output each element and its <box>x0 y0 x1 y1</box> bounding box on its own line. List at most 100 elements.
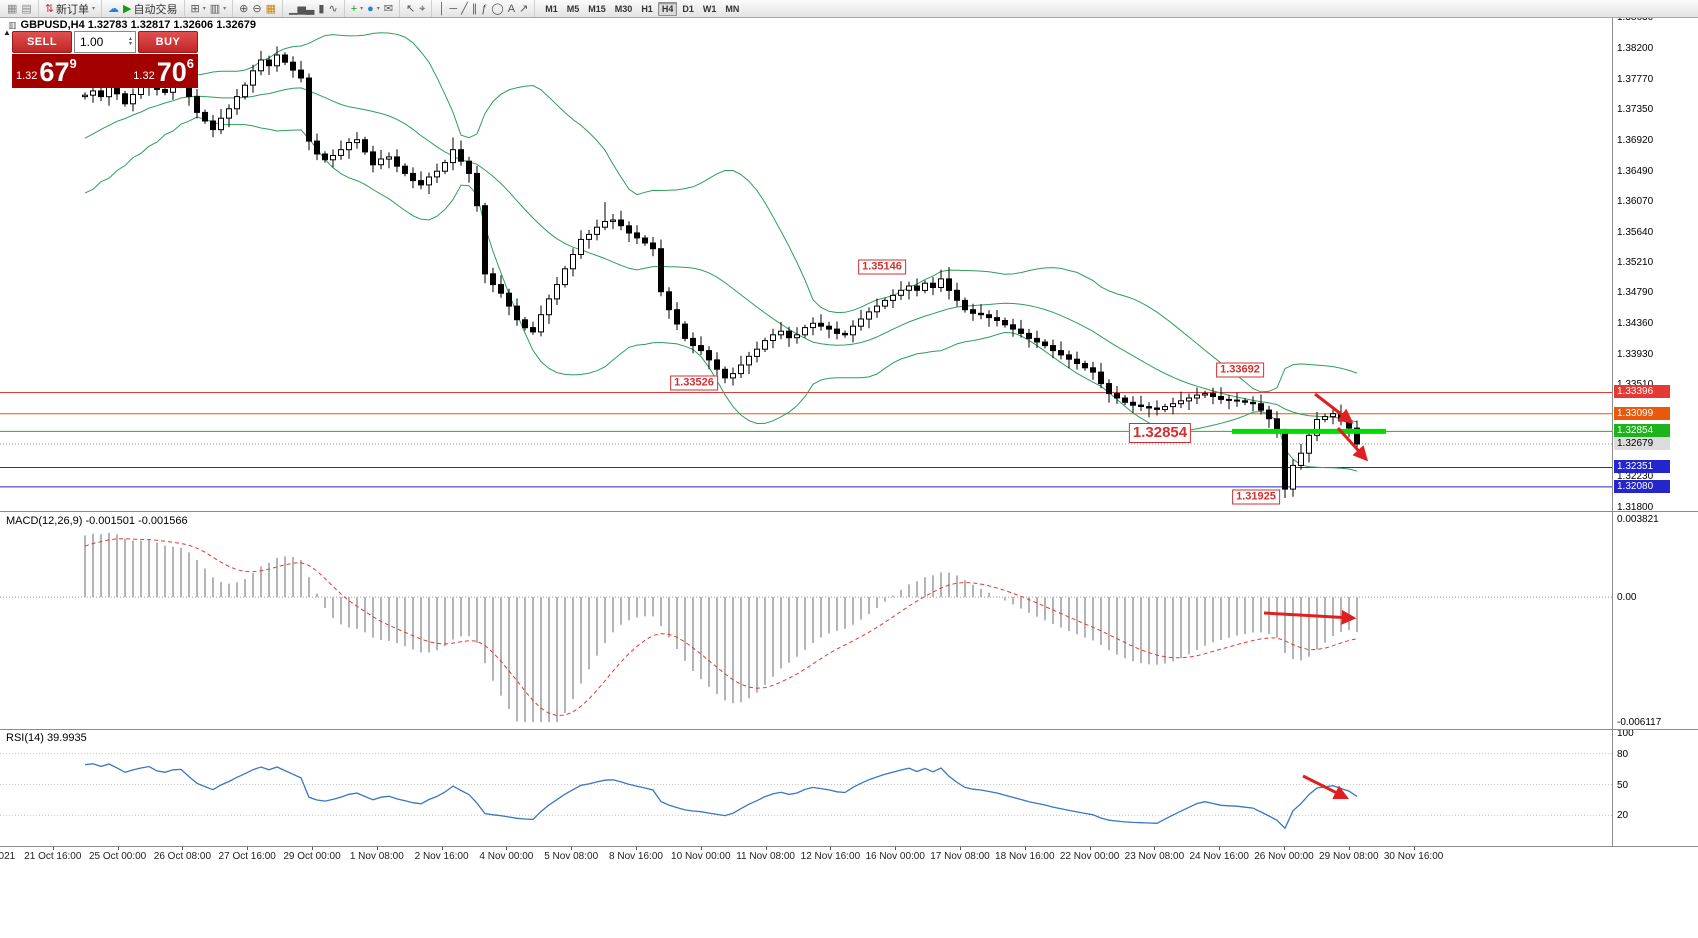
time-axis-label: 21 Oct 16:00 <box>24 851 82 862</box>
price-chart-canvas[interactable] <box>0 18 1612 511</box>
macd-axis-label: -0.006117 <box>1617 717 1662 728</box>
volume-stepper[interactable]: ▲ ▼ <box>128 37 133 47</box>
one-click-collapse-icon[interactable]: ▲ <box>3 28 11 37</box>
time-axis-tick <box>506 847 508 850</box>
price-chart-panel[interactable] <box>0 18 1612 511</box>
time-axis-tick <box>52 847 54 850</box>
rsi-canvas[interactable] <box>0 730 1612 845</box>
trendline-icon[interactable]: ╱ <box>459 1 470 17</box>
rsi-axis-label: 80 <box>1617 748 1629 760</box>
toolbar-group: │ ─ ╱ ∥ ƒ ◯ A ↗ <box>432 0 536 17</box>
dropdown-caret-icon: ▾ <box>360 6 364 12</box>
candlestick-chart-icon[interactable]: ▮ <box>316 1 326 17</box>
market-watch-icon[interactable]: ▦ <box>5 1 19 17</box>
channel-icon[interactable]: ∥ <box>470 1 480 17</box>
new-chart-icon[interactable]: ⊞ ▾ <box>189 1 208 17</box>
timeframe-h1-button[interactable]: H1 <box>641 3 653 14</box>
toolbar-group: ☁ ▶ 自动交易 <box>102 0 185 17</box>
zoom-out-icon[interactable]: ⊖ <box>250 1 263 17</box>
volume-input[interactable]: 1.00 ▲ ▼ <box>74 31 136 53</box>
timeframe-mn-button[interactable]: MN <box>725 3 740 14</box>
time-axis-tick <box>247 847 249 850</box>
buy-price-small: 1.32 <box>133 70 155 82</box>
arrow-object-icon[interactable]: ↗ <box>517 1 530 17</box>
shapes-icon[interactable]: ◯ <box>489 1 505 17</box>
toolbar-group: + ▾ ● ▾ ✉ <box>345 0 401 17</box>
buy-price-big: 70 <box>156 57 187 87</box>
time-axis-label: 8 Nov 16:00 <box>609 851 663 862</box>
timeframe-toolbar: M1 M5 M15 M30 H1 H4 D1 W1 MN <box>535 1 749 16</box>
time-axis-label: 24 Nov 16:00 <box>1189 851 1249 862</box>
macd-canvas[interactable] <box>0 513 1612 728</box>
macd-panel[interactable]: MACD(12,26,9) -0.001501 -0.001566 <box>0 513 1612 728</box>
price-axis[interactable]: 1.386301.382001.377701.373501.369201.364… <box>1612 12 1698 846</box>
indicators-icon[interactable]: + ▾ <box>349 1 365 17</box>
time-axis-tick <box>895 847 897 850</box>
data-window-icon: ▤ <box>21 2 32 15</box>
time-axis[interactable]: 20 Oct 2021 21 Oct 16:00 25 Oct 00:00 26 Oc… <box>0 847 1612 937</box>
bar-chart-icon[interactable]: ▁▅▃ <box>287 1 316 17</box>
time-axis-label: 5 Nov 08:00 <box>544 851 599 862</box>
autotrading-button[interactable]: ▶ 自动交易 <box>121 1 179 17</box>
timeframe-m15-button[interactable]: M15 <box>588 3 606 14</box>
time-axis-tick <box>1284 847 1285 850</box>
trendline-icon: ╱ <box>461 2 468 15</box>
toolbar-group: ↖ ⌖ <box>400 0 433 17</box>
mail-icon[interactable]: ✉ <box>382 1 395 17</box>
line-chart-icon[interactable]: ∿ <box>326 1 339 17</box>
mql5-cloud-icon[interactable]: ☁ <box>106 1 121 17</box>
time-axis-tick <box>1154 847 1156 850</box>
time-axis-label: 2 Nov 16:00 <box>414 851 469 862</box>
rsi-panel[interactable]: RSI(14) 39.9935 <box>0 730 1612 845</box>
buy-button[interactable]: BUY <box>138 31 198 53</box>
crosshair-icon[interactable]: ⌖ <box>417 1 427 17</box>
spinner-up-icon[interactable]: ▲ <box>128 36 133 42</box>
time-axis-tick <box>376 847 378 850</box>
sell-button[interactable]: SELL <box>12 31 72 53</box>
timeframe-w1-button[interactable]: W1 <box>702 3 717 14</box>
fibonacci-icon: ƒ <box>481 2 488 15</box>
horizontal-line-icon: ─ <box>449 2 458 15</box>
cursor-icon[interactable]: ↖ <box>404 1 417 17</box>
volume-value: 1.00 <box>80 35 104 49</box>
dropdown-caret-icon: ▾ <box>202 6 206 12</box>
price-callout-label: 1.31925 <box>1232 489 1280 505</box>
time-axis-tick <box>830 847 832 850</box>
rsi-label: RSI(14) 39.9935 <box>6 732 87 744</box>
timeframe-m1-button[interactable]: M1 <box>545 3 558 14</box>
crosshair-icon: ⌖ <box>419 2 426 15</box>
price-tag: 1.33099 <box>1614 406 1670 420</box>
time-axis-label: 12 Nov 16:00 <box>800 851 861 862</box>
buy-price: 1.32 70 6 <box>105 54 194 88</box>
new-order-button[interactable]: ⇅ 新订单 ▾ <box>43 1 97 17</box>
price-axis-label: 1.36490 <box>1617 165 1654 177</box>
price-axis-label: 1.35640 <box>1617 226 1654 238</box>
tile-windows-icon[interactable]: ▦ <box>264 1 278 17</box>
new-order-button-label: 新订单 <box>56 3 90 16</box>
indicators-icon: + <box>350 2 358 15</box>
spinner-down-icon[interactable]: ▼ <box>128 41 133 47</box>
profiles-icon[interactable]: ▥ ▾ <box>208 1 228 17</box>
horizontal-line-icon[interactable]: ─ <box>447 1 459 17</box>
price-callout-label: 1.33526 <box>670 375 718 391</box>
timeframe-h4-button[interactable]: H4 <box>657 1 678 16</box>
vertical-line-icon[interactable]: │ <box>436 1 447 17</box>
toolbar-group: ⊕ ⊖ ▦ <box>233 0 284 17</box>
timeframe-d1-button[interactable]: D1 <box>682 3 694 14</box>
price-axis-label: 1.31800 <box>1617 502 1654 513</box>
timeframe-m30-button[interactable]: M30 <box>614 3 633 14</box>
time-axis-label: 4 Nov 00:00 <box>479 851 534 862</box>
text-label-icon[interactable]: A <box>506 1 517 17</box>
fibonacci-icon[interactable]: ƒ <box>479 1 489 17</box>
timeframe-m5-button[interactable]: M5 <box>566 3 580 14</box>
zoom-in-icon[interactable]: ⊕ <box>237 1 250 17</box>
time-axis-tick <box>441 847 443 850</box>
panel-divider <box>0 511 1698 512</box>
time-axis-tick <box>117 847 119 850</box>
time-axis-label: 10 Nov 00:00 <box>671 851 731 862</box>
chart-ohlc-title: ▥ GBPUSD,H4 1.32783 1.32817 1.32606 1.32… <box>8 19 256 31</box>
data-window-icon[interactable]: ▤ <box>19 1 33 17</box>
line-chart-icon: ∿ <box>328 2 338 15</box>
toolbar-group: ▁▅▃ ▮ ∿ <box>283 0 345 17</box>
objects-icon[interactable]: ● ▾ <box>365 1 382 17</box>
